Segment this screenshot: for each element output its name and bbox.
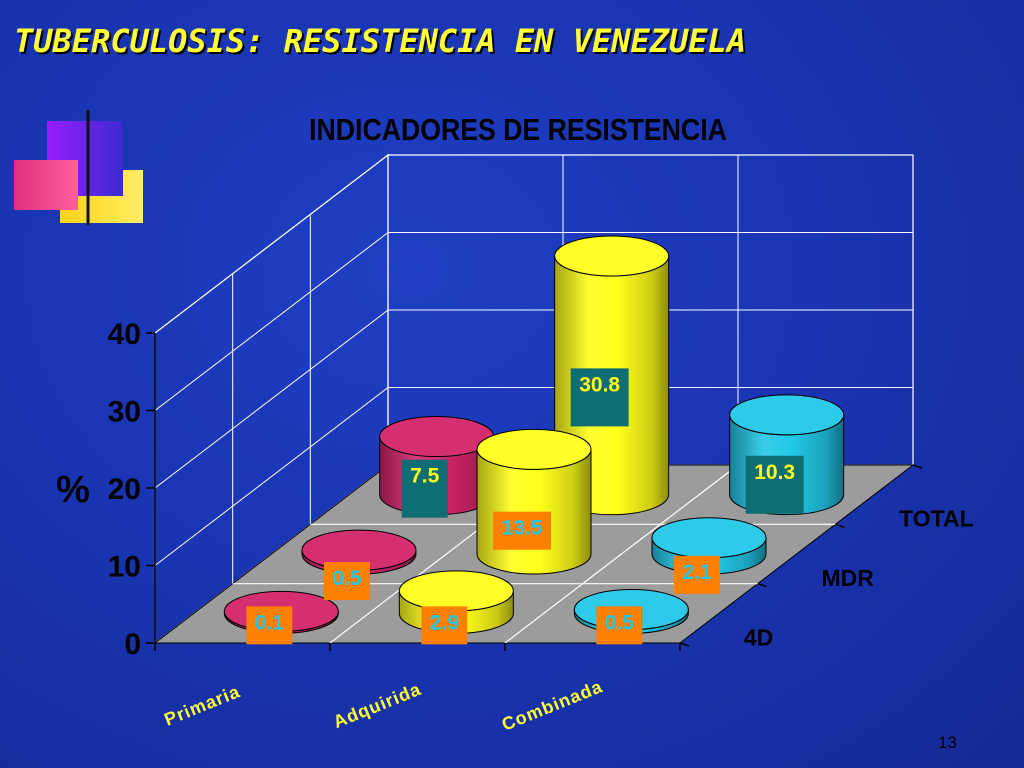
- cylinder-top: [554, 235, 670, 277]
- data-label-text: 2.1: [682, 561, 712, 584]
- series-label-total: TOTAL: [899, 506, 974, 532]
- data-label-text: 0.5: [605, 611, 635, 634]
- data-label-adquirida-mdr: 13.5: [493, 511, 551, 550]
- gridline-h: [154, 154, 913, 334]
- y-tick-label: 40: [108, 318, 141, 351]
- data-label-primaria-mdr: 0.5: [324, 562, 370, 601]
- category-label-primaria: Primaria: [161, 681, 243, 730]
- page-number: 13: [938, 733, 957, 752]
- data-label-text: 0.5: [332, 567, 362, 590]
- data-label-primaria-total: 7.5: [401, 459, 448, 518]
- data-label-text: 0.1: [255, 611, 285, 634]
- y-tick-label: 30: [108, 396, 141, 429]
- data-label-box: [493, 511, 551, 550]
- category-label-adquirida: Adquirida: [330, 679, 424, 732]
- data-label-text: 30.8: [579, 373, 620, 396]
- data-label-adquirida-total: 30.8: [570, 368, 629, 427]
- cylinder-top: [398, 570, 514, 612]
- data-label-text: 2.9: [430, 611, 459, 634]
- floor-grid: [504, 464, 739, 644]
- data-label-box: [401, 459, 448, 518]
- data-label-combinada-total: 10.3: [745, 455, 804, 514]
- data-label-box: [745, 455, 804, 514]
- data-label-box: [324, 562, 370, 601]
- data-label-adquirida-4d: 2.9: [421, 606, 468, 645]
- data-label-text: 13.5: [502, 517, 543, 540]
- cylinder-top: [729, 394, 845, 436]
- data-label-text: 10.3: [754, 461, 795, 484]
- data-label-box: [674, 555, 720, 594]
- data-label-box: [596, 606, 643, 645]
- depth-tick-mark: [835, 523, 845, 529]
- data-label-combinada-4d: 0.5: [596, 606, 643, 645]
- depth-tick-mark: [757, 582, 767, 588]
- cylinder-top: [651, 517, 767, 559]
- y-tick-label: 20: [108, 473, 141, 506]
- data-label-combinada-mdr: 2.1: [674, 555, 720, 594]
- category-label-combinada: Combinada: [499, 676, 606, 735]
- chart-title: INDICADORES DE RESISTENCIA: [309, 112, 727, 147]
- data-label-primaria-4d: 0.1: [246, 606, 293, 645]
- cylinder-adquirida-mdr: [476, 428, 592, 575]
- data-label-box: [570, 368, 629, 427]
- y-axis-label: %: [56, 469, 90, 511]
- gridline-h: [154, 232, 913, 411]
- data-label-box: [246, 606, 293, 645]
- depth-tick-mark: [679, 642, 690, 647]
- series-label-4d: 4D: [744, 624, 773, 650]
- series-label-mdr: MDR: [822, 565, 875, 591]
- cylinder-top: [476, 428, 592, 470]
- y-tick-label: 10: [108, 551, 141, 584]
- y-tick-label: 0: [124, 628, 141, 661]
- data-label-text: 7.5: [410, 465, 440, 488]
- depth-tick-mark: [912, 464, 923, 469]
- slide-title: TUBERCULOSIS: RESISTENCIA EN VENEZUELA: [14, 22, 747, 60]
- data-label-box: [421, 606, 468, 645]
